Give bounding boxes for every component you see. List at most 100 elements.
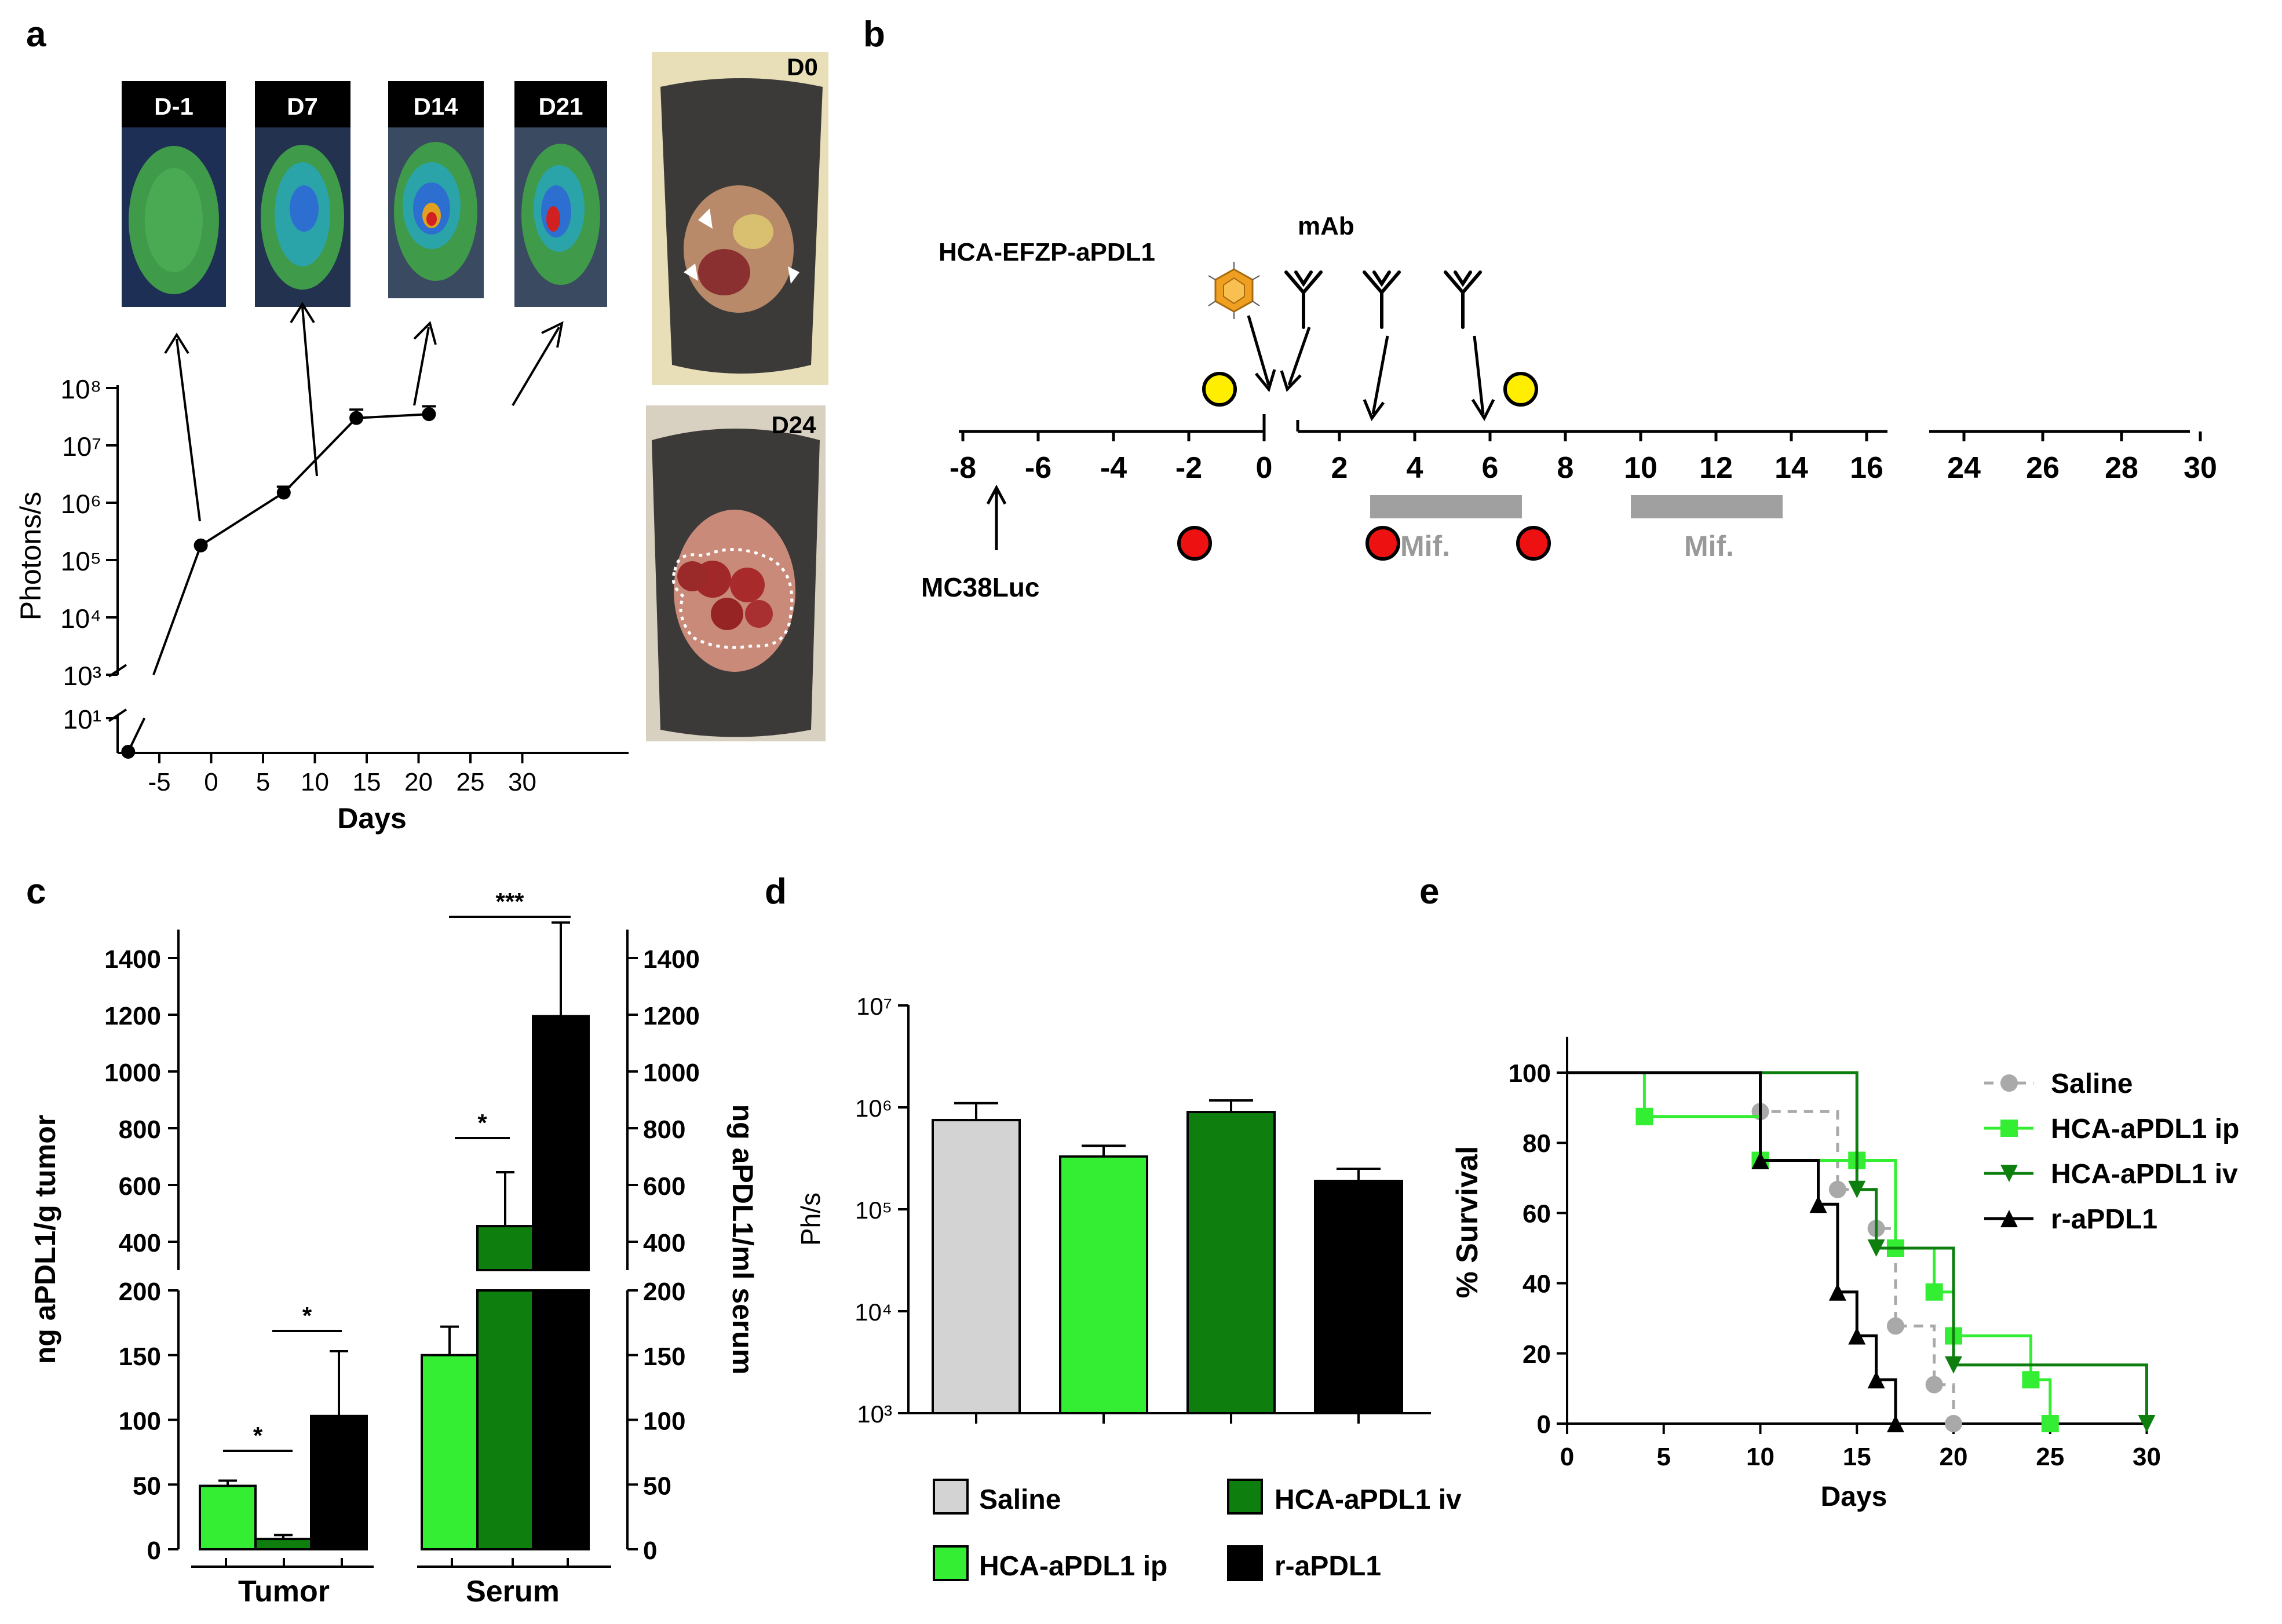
panel-e-marker [1828, 1283, 1846, 1301]
panel-e-marker [1848, 1327, 1866, 1345]
legend-label-hca-ip: HCA-aPDL1 ip [979, 1551, 1167, 1582]
panel-c-y-tick-label-left: 400 [119, 1229, 161, 1257]
panel-e-marker [2022, 1371, 2040, 1389]
image-link-arrows [164, 302, 564, 522]
panel-c-y-tick-label-right: 600 [643, 1172, 685, 1201]
panel-a-line-segment [356, 413, 429, 419]
panel-b-timeline: HCA-EFZP-aPDL1 mAb [921, 212, 2217, 602]
mif-bar-2 [1631, 495, 1783, 518]
panel-c-y-tick-label-left: 600 [119, 1172, 161, 1201]
panel-a-label: a [26, 14, 46, 54]
panel-e-survival-curve [1567, 1071, 2052, 1424]
panel-a-x-tick-label: 30 [508, 768, 536, 796]
sampling-marker-red [1516, 526, 1551, 561]
timeline-tick-label: 10 [1624, 451, 1657, 485]
panel-a-y-tick-label: 10⁸ [60, 374, 101, 404]
legend-swatch-hca-ip [933, 1545, 969, 1581]
hca-particle-icon [1208, 262, 1260, 319]
panel-a-line-segment [283, 417, 357, 493]
panel-d-y-tick-label: 10⁷ [856, 993, 892, 1020]
panel-e-marker [1635, 1107, 1653, 1125]
panel-c-y-tick-label-left: 150 [119, 1343, 161, 1371]
legend-swatch-r-apdl1 [1227, 1545, 1263, 1581]
ivis-label-d7: D7 [287, 93, 318, 120]
panel-e-survival-curve [1567, 1071, 1897, 1424]
ivis-image-d-1: D-1 [122, 81, 226, 307]
panel-a-y-tick-label: 10¹ [63, 704, 101, 734]
panel-c-significance-label: *** [495, 888, 524, 915]
panel-c-significance-label: * [477, 1109, 487, 1136]
sampling-marker-red [1177, 526, 1212, 561]
panel-d-label: d [765, 872, 787, 912]
panel-a-x-tick-label: 0 [204, 768, 218, 796]
timeline-tick-label: 0 [1256, 451, 1273, 485]
ivis-image-d14: D14 [388, 81, 484, 298]
panel-d-bar [1314, 1179, 1403, 1414]
panel-c-y-tick-label-right: 1200 [643, 1002, 700, 1030]
panel-c-y-tick-label-right: 0 [643, 1537, 657, 1565]
panel-c-y-tick-label-left: 800 [119, 1115, 161, 1144]
legend-label-saline: Saline [979, 1484, 1061, 1515]
panel-e-legend-marker [2000, 1210, 2018, 1227]
legend-swatch-saline [933, 1479, 969, 1515]
timeline-tick-label: 2 [1331, 451, 1348, 485]
timeline-tick-label: 28 [2105, 451, 2138, 485]
panel-a-y-tick-label: 10³ [63, 661, 101, 691]
imaging-marker-yellow [1202, 372, 1237, 407]
mif-bar-1 [1370, 495, 1522, 518]
panel-e-y-tick-label: 60 [1522, 1199, 1551, 1228]
antibody-icon-2 [1363, 270, 1401, 329]
panel-e-marker [1886, 1317, 1904, 1335]
timeline-markers [1177, 372, 1551, 561]
timeline-tick-label: 4 [1407, 451, 1423, 485]
timeline-tick-label: 16 [1850, 451, 1883, 485]
panel-e-legend-label: Saline [2051, 1069, 2133, 1099]
panel-c-significance-label: * [253, 1422, 263, 1449]
ivis-label-d14: D14 [413, 93, 458, 120]
panel-c-ticks: 0 0 50 50 100 100 150 150 200 200 400 400 600 600 800 8… [104, 945, 700, 1567]
panel-a-ylabel: Photons/s [14, 492, 47, 620]
legend-label-r-apdl1: r-aPDL1 [1275, 1551, 1381, 1582]
panel-a-data-point [193, 538, 208, 553]
panel-d-ylabel: Ph/s [795, 1193, 826, 1246]
panel-e-x-tick-label: 15 [1843, 1443, 1871, 1471]
ivis-label-d21: D21 [538, 93, 583, 120]
panel-e-y-tick-label: 0 [1537, 1410, 1551, 1439]
panel-a-x-tick-label: 15 [353, 768, 381, 796]
panel-e-x-tick-label: 30 [2133, 1443, 2161, 1471]
timeline-axis [959, 414, 2190, 433]
panel-d-legend: Saline HCA-aPDL1 iv HCA-aPDL1 ip r-aPDL1 [933, 1479, 1462, 1582]
imaging-marker-yellow [1503, 372, 1538, 407]
mif-label-2: Mif. [1684, 530, 1734, 562]
panel-c-bar [476, 1289, 534, 1550]
panel-c-group-tumor: Tumor [238, 1575, 330, 1608]
timeline-tick-label: 30 [2184, 451, 2217, 485]
panel-c-y-tick-label-right: 800 [643, 1115, 685, 1144]
panel-a-axes [107, 385, 629, 754]
panel-e-legend-marker [2000, 1165, 2018, 1182]
panel-e-marker [1886, 1415, 1904, 1432]
panel-e-x-tick-label: 25 [2036, 1443, 2064, 1471]
panel-c-y-tick-label-left: 0 [147, 1537, 161, 1565]
panel-c-y-tick-label-right: 1000 [643, 1059, 700, 1087]
panel-e-y-tick-label: 80 [1522, 1129, 1551, 1158]
panel-d-bar [1059, 1155, 1148, 1415]
panel-d-y-tick-label: 10⁴ [855, 1299, 892, 1326]
panel-d-y-tick-label: 10⁶ [855, 1095, 892, 1122]
panel-c-y-tick-label-left: 200 [119, 1278, 161, 1306]
mif-periods: Mif. Mif. [1370, 495, 1783, 562]
antibody-icon-1 [1284, 270, 1323, 329]
panel-e-series [1567, 1071, 2156, 1432]
panel-c-label: c [26, 872, 46, 912]
panel-b-label: b [863, 14, 885, 54]
mab-label: mAb [1298, 212, 1354, 240]
panel-c-bar [254, 1538, 312, 1551]
timeline-tick-label: -8 [950, 451, 976, 485]
panel-e-x-tick-label: 10 [1746, 1443, 1775, 1471]
ivis-image-d21: D21 [514, 81, 607, 307]
panel-a-data-point [349, 411, 364, 425]
timeline-ticks: -8 -6 -4 -2 0 2 4 6 8 10 12 14 16 24 26 28 30 [950, 431, 2217, 485]
panel-e-x-tick-label: 5 [1657, 1443, 1671, 1471]
panel-e-y-tick-label: 100 [1509, 1059, 1551, 1088]
panel-c-y-tick-label-right: 100 [643, 1407, 685, 1436]
